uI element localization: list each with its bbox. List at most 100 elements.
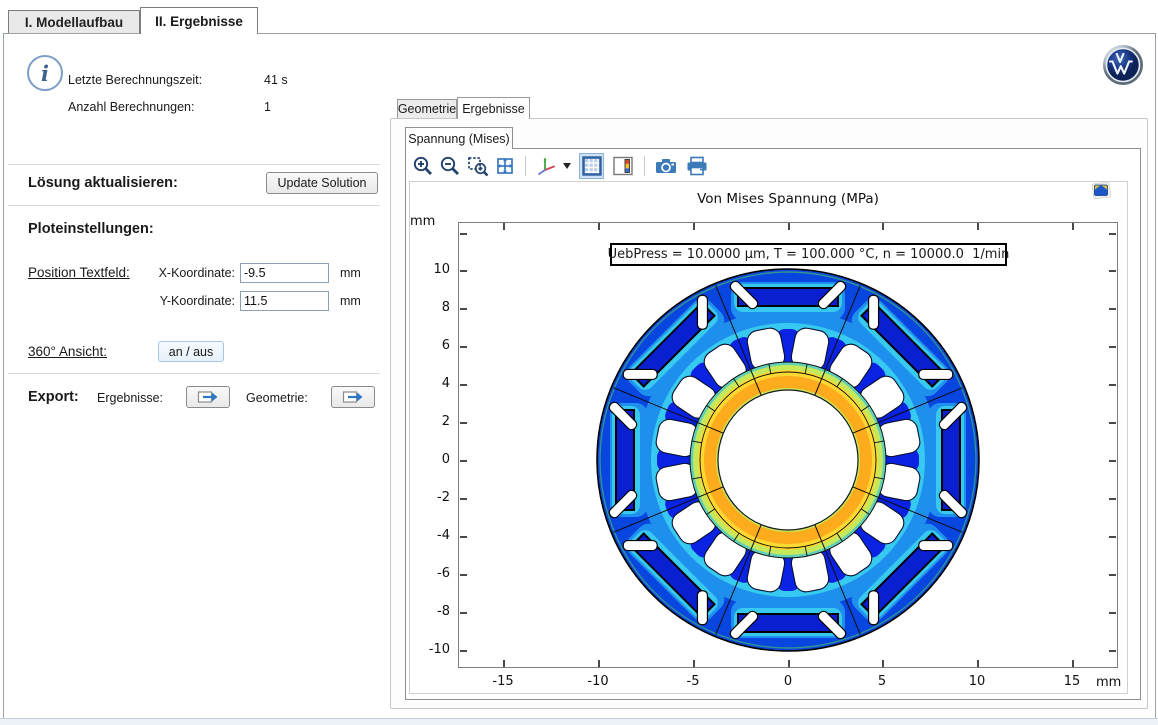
- export-results-button[interactable]: [186, 386, 230, 408]
- tab-ergebnisse-view-label: Ergebnisse: [462, 102, 525, 116]
- y-tick: [1109, 346, 1116, 348]
- plot-toolbar: [410, 152, 710, 180]
- x-tick: [788, 223, 790, 230]
- y-tick: [460, 346, 467, 348]
- y-tick: [460, 498, 467, 500]
- x-tick: [882, 223, 884, 230]
- y-tick-label: 6: [416, 338, 450, 353]
- x-tick: [503, 660, 505, 667]
- y-tick: [1109, 498, 1116, 500]
- plot-annotation: UebPress = 10.0000 µm, T = 100.000 °C, n…: [610, 243, 1007, 266]
- vw-logo: [1102, 44, 1144, 91]
- axis-orientation-dropdown[interactable]: [563, 163, 571, 169]
- update-solution-button-label: Update Solution: [278, 176, 367, 190]
- x-axis-unit: mm: [1096, 675, 1121, 690]
- y-tick: [460, 422, 467, 424]
- y-tick-label: 2: [416, 414, 450, 429]
- y-tick-label: -6: [416, 566, 450, 581]
- axis-orientation-icon[interactable]: [533, 153, 559, 179]
- export-geometry-button[interactable]: [331, 386, 375, 408]
- update-solution-button[interactable]: Update Solution: [266, 172, 378, 194]
- y-axis-unit: mm: [410, 214, 435, 229]
- rotor-stress-plot: [588, 260, 988, 665]
- y-tick: [1109, 460, 1116, 462]
- x-tick-label: 10: [957, 674, 997, 689]
- tab-ergebnisse-view[interactable]: Ergebnisse: [457, 97, 530, 119]
- y-coordinate-label: Y-Koordinate:: [150, 294, 235, 308]
- print-icon[interactable]: [685, 153, 711, 179]
- y-tick-label: 0: [416, 452, 450, 467]
- grid-icon[interactable]: [579, 153, 605, 179]
- position-textfield-header: Position Textfeld:: [28, 265, 130, 280]
- x-tick-label: -15: [483, 674, 523, 689]
- x-tick-label: 15: [1052, 674, 1092, 689]
- y-tick: [460, 308, 467, 310]
- y-tick: [1109, 574, 1116, 576]
- export-results-label: Ergebnisse:: [97, 391, 163, 405]
- view-360-header: 360° Ansicht:: [28, 344, 107, 359]
- x-tick-label: 5: [862, 674, 902, 689]
- x-tick-label: -10: [578, 674, 618, 689]
- tab-ergebnisse-main[interactable]: II. Ergebnisse: [140, 7, 258, 34]
- last-computation-value: 41 s: [264, 73, 288, 87]
- tab-geometrie[interactable]: Geometrie: [397, 99, 457, 118]
- plot-title: Von Mises Spannung (MPa): [588, 191, 988, 207]
- tab-modellaufbau-label: I. Modellaufbau: [25, 15, 123, 30]
- sidebar-divider: [8, 205, 380, 206]
- computation-count-value: 1: [264, 100, 271, 114]
- snapshot-icon[interactable]: [653, 153, 679, 179]
- export-geometry-label: Geometrie:: [246, 391, 308, 405]
- y-tick: [1109, 270, 1116, 272]
- y-tick-label: -4: [416, 528, 450, 543]
- zoom-extents-icon[interactable]: [493, 153, 519, 179]
- plot-thumbnail-icon[interactable]: [1090, 181, 1112, 206]
- sidebar-divider: [8, 164, 380, 165]
- view-360-toggle-label: an / aus: [169, 345, 213, 359]
- y-tick: [1109, 384, 1116, 386]
- plot-settings-header: Ploteinstellungen:: [28, 221, 154, 237]
- x-tick: [977, 223, 979, 230]
- y-tick-label: 10: [416, 262, 450, 277]
- y-tick: [460, 574, 467, 576]
- y-tick: [460, 460, 467, 462]
- color-legend-icon[interactable]: [610, 153, 636, 179]
- y-tick-label: -10: [416, 642, 450, 657]
- y-tick-label: 8: [416, 300, 450, 315]
- x-tick: [598, 223, 600, 230]
- x-tick-label: -5: [673, 674, 713, 689]
- x-coordinate-input[interactable]: [240, 263, 329, 283]
- y-tick: [460, 536, 467, 538]
- x-coordinate-label: X-Koordinate:: [150, 266, 235, 280]
- y-tick: [1109, 422, 1116, 424]
- y-coordinate-input[interactable]: [240, 291, 329, 311]
- y-tick: [460, 270, 467, 272]
- tab-ergebnisse-main-label: II. Ergebnisse: [155, 14, 243, 29]
- y-tick: [460, 612, 467, 614]
- y-tick-label: -8: [416, 604, 450, 619]
- tab-spannung-mises-label: Spannung (Mises): [408, 132, 509, 146]
- y-tick: [1109, 536, 1116, 538]
- tab-modellaufbau[interactable]: I. Modellaufbau: [8, 10, 140, 33]
- zoom-in-icon[interactable]: [410, 153, 436, 179]
- y-tick-label: 4: [416, 376, 450, 391]
- y-tick: [460, 650, 467, 652]
- tab-geometrie-label: Geometrie: [398, 102, 456, 116]
- sidebar-divider: [8, 373, 380, 374]
- zoom-out-icon[interactable]: [438, 153, 464, 179]
- export-icon: [197, 390, 219, 405]
- zoom-box-icon[interactable]: [465, 153, 491, 179]
- x-tick: [1072, 660, 1074, 667]
- toolbar-separator: [644, 156, 645, 176]
- y-tick: [1109, 308, 1116, 310]
- x-tick: [1072, 223, 1074, 230]
- tab-spannung-mises[interactable]: Spannung (Mises): [405, 127, 513, 149]
- y-tick: [1109, 612, 1116, 614]
- y-tick: [1109, 233, 1116, 235]
- x-tick: [693, 223, 695, 230]
- y-tick-label: -2: [416, 490, 450, 505]
- x-tick-label: 0: [768, 674, 808, 689]
- toolbar-separator: [525, 156, 526, 176]
- view-360-toggle-button[interactable]: an / aus: [158, 341, 224, 362]
- y-tick: [460, 384, 467, 386]
- y-tick: [460, 233, 467, 235]
